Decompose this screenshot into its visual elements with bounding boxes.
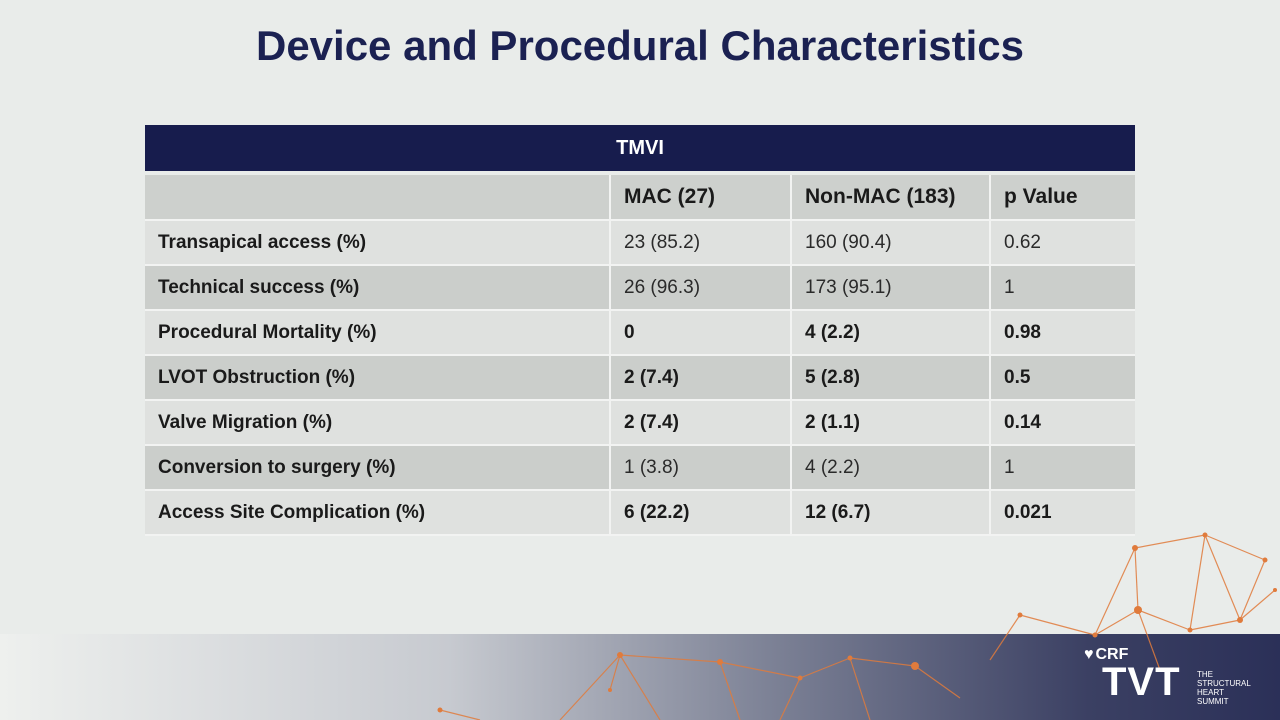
cell-p-value: 0.5: [990, 355, 1136, 401]
cell-mac: 0: [610, 310, 792, 356]
column-header-non-mac: Non-MAC (183): [791, 173, 991, 221]
column-header-p-value: p Value: [990, 173, 1136, 221]
row-label: Technical success (%): [145, 265, 611, 311]
cell-non-mac: 173 (95.1): [791, 265, 991, 311]
network-decoration: [437, 532, 1277, 720]
cell-p-value: 0.62: [990, 220, 1136, 266]
footer-band: [0, 634, 1280, 720]
row-label: Conversion to surgery (%): [145, 445, 611, 491]
table-row: Technical success (%) 26 (96.3) 173 (95.…: [145, 265, 1136, 311]
table-row: Access Site Complication (%) 6 (22.2) 12…: [145, 490, 1136, 536]
table-group-header-row: TMVI: [145, 125, 1136, 175]
row-label: LVOT Obstruction (%): [145, 355, 611, 401]
cell-mac: 23 (85.2): [610, 220, 792, 266]
tvt-wordmark: TVT: [1102, 660, 1181, 704]
cell-p-value: 0.98: [990, 310, 1136, 356]
cell-p-value: 0.021: [990, 490, 1136, 536]
cell-non-mac: 5 (2.8): [791, 355, 991, 401]
table-row: Valve Migration (%) 2 (7.4) 2 (1.1) 0.14: [145, 400, 1136, 446]
table-row: Procedural Mortality (%) 0 4 (2.2) 0.98: [145, 310, 1136, 356]
cell-mac: 2 (7.4): [610, 400, 792, 446]
cell-non-mac: 160 (90.4): [791, 220, 991, 266]
cell-mac: 2 (7.4): [610, 355, 792, 401]
column-header-label: [145, 173, 611, 221]
table-row: Transapical access (%) 23 (85.2) 160 (90…: [145, 220, 1136, 266]
table-row: Conversion to surgery (%) 1 (3.8) 4 (2.2…: [145, 445, 1136, 491]
table-row: LVOT Obstruction (%) 2 (7.4) 5 (2.8) 0.5: [145, 355, 1136, 401]
row-label: Access Site Complication (%): [145, 490, 611, 536]
heart-icon: ♥: [1084, 646, 1094, 663]
tvt-logo: ♥ CRF TVT THE STRUCTURAL HEART SUMMIT: [1082, 644, 1272, 714]
cell-non-mac: 4 (2.2): [791, 445, 991, 491]
results-table: TMVI MAC (27) Non-MAC (183) p Value Tran…: [145, 125, 1136, 536]
row-label: Transapical access (%): [145, 220, 611, 266]
group-header-tmvi: TMVI: [145, 125, 1136, 175]
column-header-mac: MAC (27): [610, 173, 792, 221]
slide-title: Device and Procedural Characteristics: [255, 22, 1025, 69]
cell-p-value: 1: [990, 265, 1136, 311]
cell-p-value: 1: [990, 445, 1136, 491]
table-body: Transapical access (%) 23 (85.2) 160 (90…: [145, 220, 1136, 536]
logo-tagline: THE STRUCTURAL HEART SUMMIT: [1197, 670, 1251, 706]
cell-p-value: 0.14: [990, 400, 1136, 446]
cell-non-mac: 2 (1.1): [791, 400, 991, 446]
crf-logo: ♥ CRF: [1084, 646, 1129, 663]
cell-mac: 6 (22.2): [610, 490, 792, 536]
table-column-header-row: MAC (27) Non-MAC (183) p Value: [145, 173, 1136, 221]
row-label: Procedural Mortality (%): [145, 310, 611, 356]
cell-non-mac: 12 (6.7): [791, 490, 991, 536]
cell-non-mac: 4 (2.2): [791, 310, 991, 356]
row-label: Valve Migration (%): [145, 400, 611, 446]
results-table-container: TMVI MAC (27) Non-MAC (183) p Value Tran…: [145, 125, 1136, 536]
cell-mac: 1 (3.8): [610, 445, 792, 491]
cell-mac: 26 (96.3): [610, 265, 792, 311]
